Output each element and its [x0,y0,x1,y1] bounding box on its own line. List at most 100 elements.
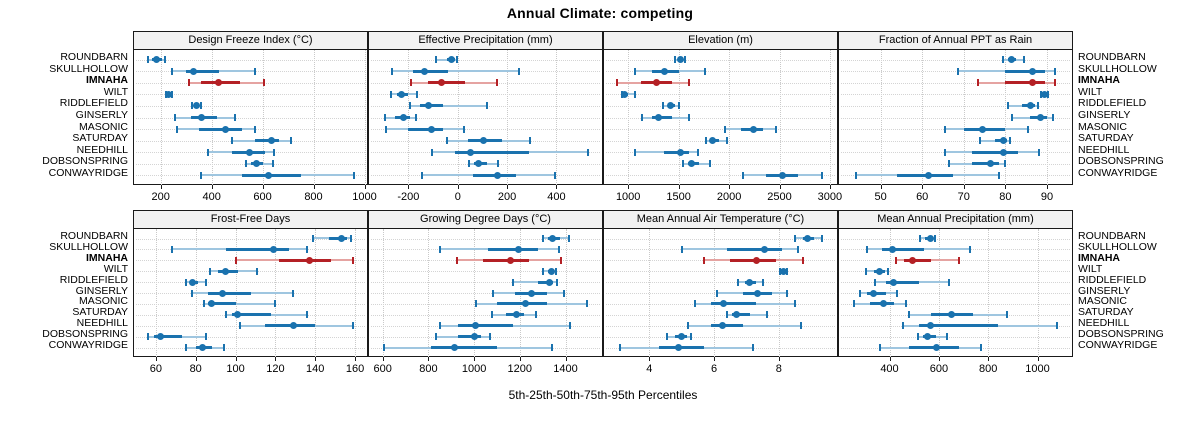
median-dot-roundbarn [804,234,812,242]
panel-mean-annual-air-temperature-c: Mean Annual Air Temperature (°C) [603,210,838,357]
axis-tick [729,185,731,189]
cap-5th [919,234,922,242]
median-dot-roundbarn [1008,56,1016,64]
axis-tick-label: 50 [874,191,887,203]
cap-5th [190,102,193,110]
cap-95th [1052,114,1055,121]
cap-5th [384,114,387,121]
cap-5th [1039,90,1042,98]
cap-95th [934,234,937,242]
median-dot-skullhollow [420,67,428,75]
axis-tick [880,185,882,189]
cap-95th [352,322,355,330]
median-dot-skullhollow [888,245,896,253]
site-label-left-wilt: WILT [103,86,128,98]
cap-5th [793,234,796,242]
panel-frost-free-days: Frost-Free Days [133,210,368,357]
gridline-y [136,94,365,96]
box-25-75 [972,162,1000,166]
axis-tick [519,357,521,361]
cap-5th [312,234,315,242]
cap-95th [821,234,824,242]
axis-tick [1047,185,1048,189]
axis-tick [275,357,277,361]
median-dot-masonic [208,300,216,308]
cap-5th [224,311,227,319]
cap-5th [475,300,478,308]
cap-5th [693,300,696,308]
cap-95th [350,234,353,242]
cap-95th [569,322,572,330]
box-25-75 [538,280,553,284]
axis-tick [160,185,162,189]
gridline-y [371,129,600,130]
gridline-y [606,106,835,107]
box-25-75 [458,335,481,339]
cap-5th [979,137,982,145]
median-dot-conwayridge [493,171,501,179]
gridline-y [136,238,365,240]
cap-5th [438,245,441,253]
cap-5th [147,56,149,64]
cap-5th [408,102,411,110]
axis-tick-label: 800 [419,363,438,375]
box-25-75 [885,280,920,284]
median-dot-needhill [466,148,474,156]
site-label-right-riddlefield: RIDDLEFIELD [1078,274,1147,286]
site-label-right-skullhollow: SKULLHOLLOW [1078,63,1157,75]
median-dot-dobsonspring [688,160,696,168]
site-label-right-roundbarn: ROUNDBARN [1078,51,1146,63]
cap-5th [725,311,728,319]
axis-tick-label: 600 [929,363,949,375]
median-dot-wilt [548,267,556,275]
cap-5th [641,114,644,121]
panel-plot-effective-precipitation-mm [369,50,602,185]
axis-tick [315,357,317,361]
median-dot-wilt [621,90,629,98]
median-dot-saturday [947,311,955,319]
cap-5th [737,278,740,286]
axis-tick [889,357,891,361]
cap-5th [1010,114,1013,121]
cap-5th [687,322,690,330]
box-25-75 [153,335,182,339]
box-25-75 [731,313,750,317]
median-dot-riddlefield [746,278,754,286]
cap-95th [222,344,225,352]
cap-95th [556,278,559,286]
gridline-x [364,50,366,185]
median-dot-skullhollow [190,67,198,75]
axis-tick [507,185,509,189]
site-label-left-dobsonspring: DOBSONSPRING [42,155,128,167]
median-dot-imnaha [652,79,660,87]
median-dot-ginserly [219,289,227,297]
axis-tick [428,357,430,361]
cap-5th [491,311,494,319]
axis-tick-label: 120 [266,363,285,375]
cap-5th [673,56,676,64]
axis-tick [829,185,831,189]
median-dot-saturday [234,311,242,319]
axis-tick [988,357,990,361]
site-label-left-roundbarn: ROUNDBARN [60,51,128,63]
panel-header-mean-annual-air-temperature-c: Mean Annual Air Temperature (°C) [604,211,837,229]
site-label-right-masonic: MASONIC [1078,121,1128,133]
cap-5th [430,148,433,156]
cap-95th [292,289,295,297]
cap-95th [253,67,256,75]
site-label-left-dobsonspring: DOBSONSPRING [42,328,128,340]
cap-5th [382,344,385,352]
cap-95th [518,67,521,75]
gridline-y [606,117,835,119]
median-dot-dobsonspring [157,333,165,341]
cap-5th [492,289,495,297]
median-dot-dobsonspring [924,333,932,341]
cap-95th [800,322,803,330]
median-dot-riddlefield [545,278,553,286]
median-dot-saturday [999,137,1007,145]
cap-95th [204,333,207,341]
site-label-left-riddlefield: RIDDLEFIELD [59,97,128,109]
axis-tick [457,185,459,189]
cap-5th [703,256,706,264]
